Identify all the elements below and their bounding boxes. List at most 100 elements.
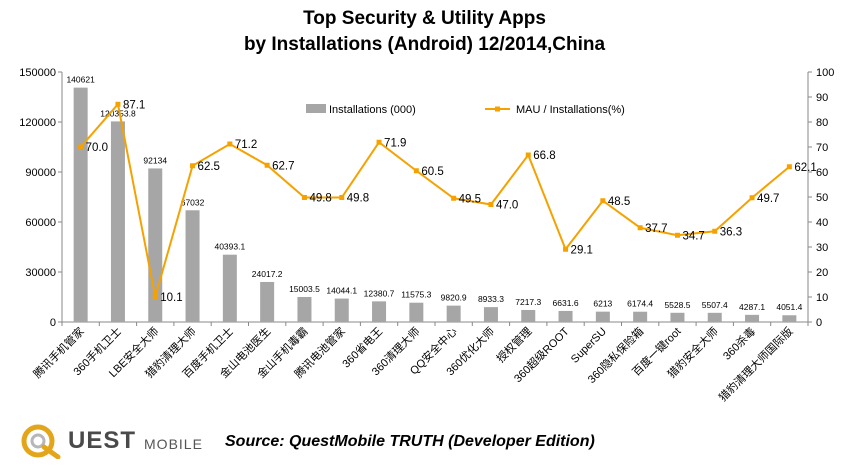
right-tick-label: 40 <box>816 217 828 229</box>
installation-bar <box>558 310 573 322</box>
right-tick-label: 60 <box>816 167 828 179</box>
category-label: 360杀毒 <box>720 324 758 362</box>
line-value-label: 70.0 <box>86 142 108 154</box>
mau-ratio-point <box>264 162 270 168</box>
chart-subtitle: by Installations (Android) 12/2014,China <box>243 34 606 55</box>
installation-bar <box>782 315 797 322</box>
left-tick-label: 0 <box>50 317 56 329</box>
logo-sub-text: MOBILE <box>144 436 203 452</box>
legend-line-marker <box>495 106 500 112</box>
legend-bar-swatch <box>306 104 326 113</box>
installation-bar <box>670 312 685 322</box>
mau-ratio-point <box>674 232 680 238</box>
mau-ratio-point <box>525 152 531 158</box>
mau-ratio-point <box>115 101 121 107</box>
mau-ratio-point <box>190 163 196 169</box>
bar-value-label: 9820.9 <box>441 293 467 303</box>
mau-ratio-point <box>78 144 84 150</box>
mau-ratio-point <box>712 228 718 234</box>
logo-brand-text: UEST <box>68 427 137 454</box>
line-value-label: 71.2 <box>235 139 257 151</box>
installation-bar <box>185 210 200 322</box>
line-value-label: 47.0 <box>496 200 518 212</box>
bar-value-label: 24017.2 <box>252 269 283 279</box>
installation-bar <box>222 254 237 322</box>
bar-value-label: 8933.3 <box>478 294 504 304</box>
installation-bar <box>521 309 536 322</box>
right-tick-label: 0 <box>816 317 822 329</box>
mau-ratio-point <box>413 168 419 174</box>
line-value-label: 29.1 <box>571 244 593 256</box>
installation-bar <box>595 311 610 322</box>
mau-ratio-line <box>79 102 790 298</box>
bar-value-label: 6213 <box>593 299 612 309</box>
mau-ratio-point <box>451 195 457 201</box>
legend-bar-label: Installations (000) <box>329 104 416 116</box>
installation-bar <box>409 302 424 322</box>
right-tick-label: 100 <box>816 67 834 79</box>
mau-ratio-point <box>637 225 643 231</box>
bar-value-label: 14044.1 <box>326 286 357 296</box>
bar-value-label: 5528.5 <box>664 300 690 310</box>
line-value-label: 62.5 <box>198 161 220 173</box>
line-value-label: 49.7 <box>757 193 779 205</box>
mau-ratio-point <box>563 246 569 252</box>
bar-value-label: 6631.6 <box>553 298 579 308</box>
installation-bar <box>633 311 648 322</box>
left-tick-label: 120000 <box>19 117 56 129</box>
left-tick-label: 60000 <box>25 217 56 229</box>
right-tick-label: 10 <box>816 292 828 304</box>
line-value-label: 36.3 <box>720 226 742 238</box>
mau-ratio-point <box>339 195 345 200</box>
right-tick-label: 80 <box>816 117 828 129</box>
mau-ratio-point <box>227 141 233 147</box>
right-tick-label: 50 <box>816 192 828 204</box>
quest-q-logo-icon <box>21 424 61 459</box>
mau-ratio-point <box>600 198 606 204</box>
line-value-label: 66.8 <box>533 150 555 162</box>
right-tick-label: 30 <box>816 242 828 254</box>
line-value-label: 37.7 <box>645 223 667 235</box>
installation-bar <box>745 314 760 322</box>
installation-bar <box>707 312 722 322</box>
mau-ratio-point <box>376 139 382 145</box>
right-tick-label: 20 <box>816 267 828 279</box>
bar-value-label: 4051.4 <box>776 302 802 312</box>
installation-bar <box>260 281 275 322</box>
line-value-label: 34.7 <box>682 230 704 242</box>
bar-value-label: 92134 <box>143 155 167 165</box>
bar-value-label: 11575.3 <box>401 290 431 300</box>
questmobile-logo: UEST MOBILE <box>18 423 203 459</box>
mau-ratio-point <box>749 195 755 201</box>
bar-value-label: 6174.4 <box>627 299 653 309</box>
line-value-label: 49.5 <box>459 193 481 205</box>
left-tick-label: 30000 <box>25 267 56 279</box>
bar-value-label: 120353.8 <box>100 108 136 118</box>
mau-ratio-point <box>786 164 792 170</box>
left-tick-label: 150000 <box>19 67 56 79</box>
line-value-label: 49.8 <box>347 193 369 205</box>
category-label: 授权管理 <box>493 324 534 365</box>
legend-line-label: MAU / Installations(%) <box>516 104 625 116</box>
line-value-label: 71.9 <box>384 137 406 149</box>
bar-value-label: 5507.4 <box>702 300 728 310</box>
mau-ratio-point <box>488 202 494 207</box>
installation-bar <box>334 298 349 322</box>
installation-bar <box>372 301 387 322</box>
bar-value-label: 40393.1 <box>214 242 245 252</box>
installation-bar <box>73 87 88 322</box>
line-value-label: 62.1 <box>794 162 816 174</box>
line-value-label: 62.7 <box>272 160 294 172</box>
line-value-label: 60.5 <box>421 166 443 178</box>
installation-bar <box>483 307 498 322</box>
line-value-label: 10.1 <box>160 292 182 304</box>
line-value-label: 87.1 <box>123 99 145 111</box>
source-note: Source: QuestMobile TRUTH (Developer Edi… <box>225 433 595 450</box>
left-tick-label: 90000 <box>25 167 56 179</box>
installation-bar <box>110 121 125 322</box>
installation-bar <box>297 296 312 322</box>
right-tick-label: 90 <box>816 92 828 104</box>
bar-value-label: 12380.7 <box>364 288 395 298</box>
